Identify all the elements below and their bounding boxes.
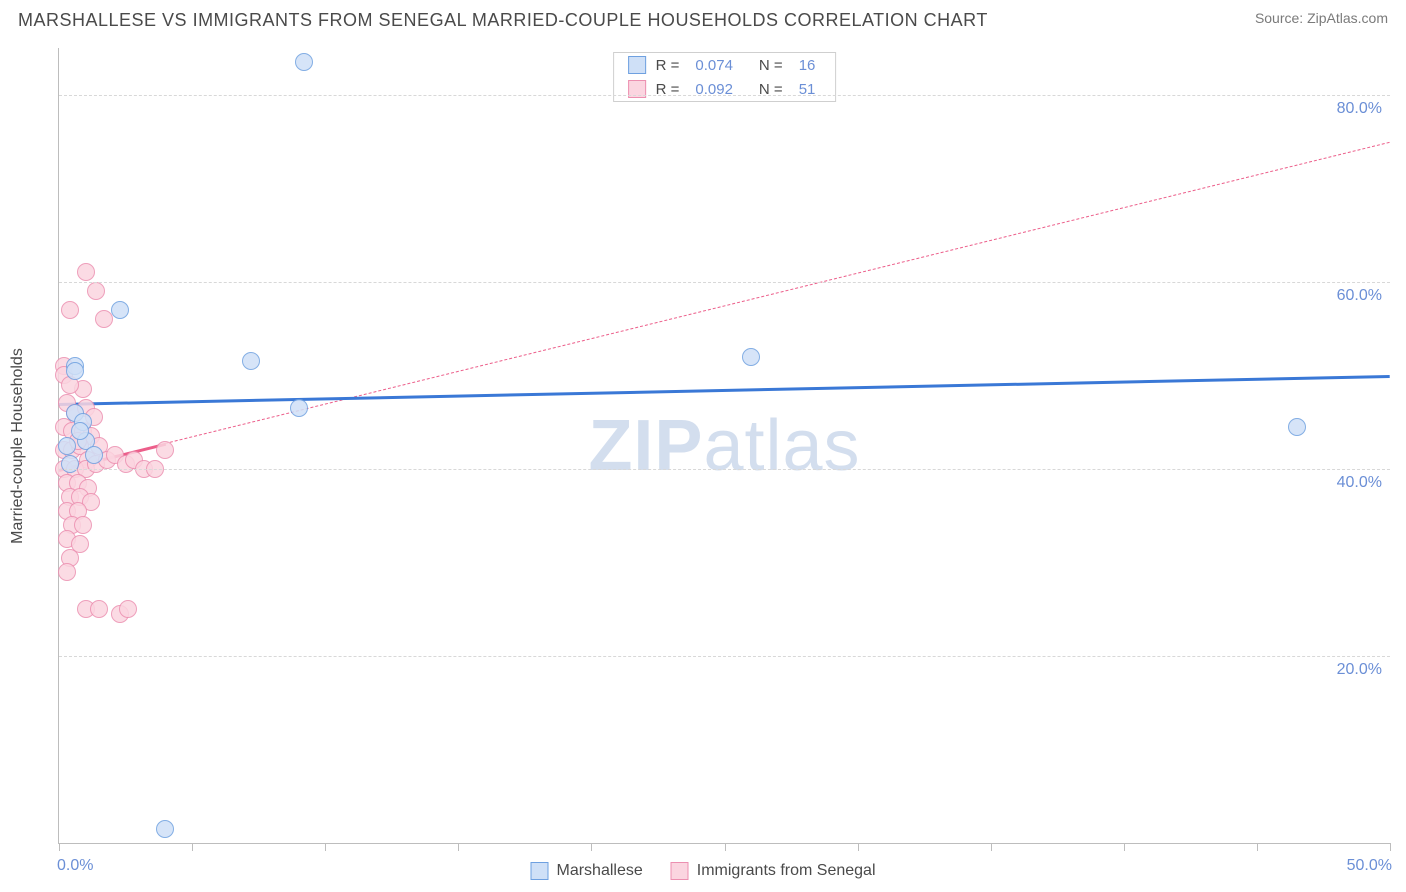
- trend-line-marshallese: [59, 375, 1390, 406]
- data-point-senegal: [119, 600, 137, 618]
- source-attribution: Source: ZipAtlas.com: [1255, 10, 1388, 26]
- data-point-senegal: [95, 310, 113, 328]
- plot-region: [59, 48, 1390, 843]
- legend-r-label: R =: [656, 57, 680, 74]
- x-tick: [858, 843, 859, 851]
- x-tick: [1390, 843, 1391, 851]
- data-point-marshallese: [58, 437, 76, 455]
- legend-n-value: 16: [799, 57, 816, 74]
- y-tick-label: 60.0%: [1337, 287, 1382, 305]
- x-axis-max-label: 50.0%: [1347, 857, 1392, 875]
- data-point-marshallese: [85, 446, 103, 464]
- data-point-senegal: [77, 263, 95, 281]
- x-tick: [325, 843, 326, 851]
- data-point-marshallese: [156, 820, 174, 838]
- legend-swatch: [671, 862, 689, 880]
- y-tick-label: 80.0%: [1337, 100, 1382, 118]
- legend-swatch: [531, 862, 549, 880]
- gridline-horizontal: [59, 282, 1390, 283]
- x-tick: [59, 843, 60, 851]
- legend-stats-row: R = 0.074 N = 16: [614, 53, 836, 77]
- x-tick: [991, 843, 992, 851]
- legend-r-value: 0.074: [695, 57, 733, 74]
- x-tick: [725, 843, 726, 851]
- y-tick-label: 20.0%: [1337, 661, 1382, 679]
- data-point-marshallese: [66, 362, 84, 380]
- legend-n-label: N =: [759, 57, 783, 74]
- y-axis-label: Married-couple Households: [9, 348, 27, 544]
- data-point-marshallese: [61, 455, 79, 473]
- chart-title: MARSHALLESE VS IMMIGRANTS FROM SENEGAL M…: [18, 10, 988, 31]
- data-point-senegal: [87, 282, 105, 300]
- x-tick: [458, 843, 459, 851]
- x-tick: [591, 843, 592, 851]
- x-axis-min-label: 0.0%: [57, 857, 93, 875]
- x-tick: [1257, 843, 1258, 851]
- data-point-marshallese: [111, 301, 129, 319]
- x-tick: [1124, 843, 1125, 851]
- data-point-marshallese: [242, 352, 260, 370]
- data-point-senegal: [74, 516, 92, 534]
- legend-series-item: Immigrants from Senegal: [671, 862, 876, 880]
- legend-series-label: Marshallese: [557, 862, 643, 880]
- data-point-senegal: [61, 301, 79, 319]
- data-point-senegal: [58, 563, 76, 581]
- data-point-marshallese: [1288, 418, 1306, 436]
- legend-series: Marshallese Immigrants from Senegal: [531, 862, 876, 880]
- data-point-senegal: [156, 441, 174, 459]
- legend-stats-row: R =0.092N =51: [614, 77, 836, 101]
- data-point-marshallese: [71, 422, 89, 440]
- y-tick-label: 40.0%: [1337, 474, 1382, 492]
- legend-series-item: Marshallese: [531, 862, 643, 880]
- data-point-marshallese: [742, 348, 760, 366]
- gridline-horizontal: [59, 656, 1390, 657]
- legend-swatch: [628, 56, 646, 74]
- gridline-horizontal: [59, 95, 1390, 96]
- data-point-marshallese: [295, 53, 313, 71]
- legend-series-label: Immigrants from Senegal: [697, 862, 876, 880]
- x-tick: [192, 843, 193, 851]
- data-point-marshallese: [290, 399, 308, 417]
- gridline-horizontal: [59, 469, 1390, 470]
- chart-area: ZIPatlas R =0.074N =16R =0.092N =51 0.0%…: [58, 48, 1390, 844]
- data-point-senegal: [90, 600, 108, 618]
